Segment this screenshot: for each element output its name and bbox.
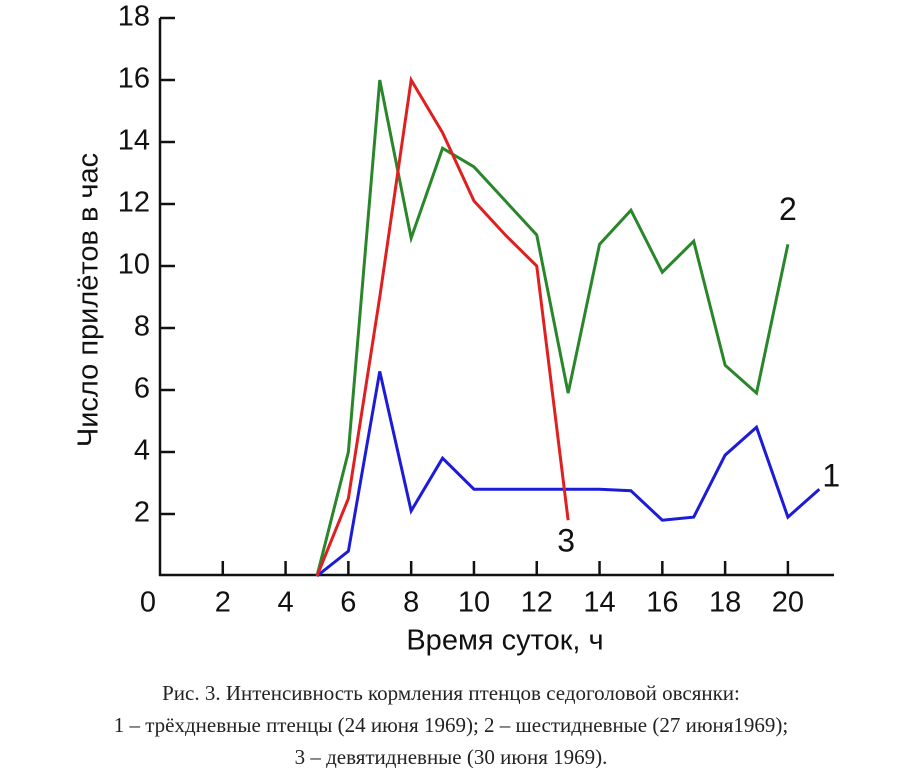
- series-line: [316, 371, 821, 578]
- caption: 3 – девятидневные (30 июня 1969).: [295, 745, 608, 768]
- series-line: [315, 79, 790, 577]
- caption: 1 – трёхдневные птенцы (24 июня 1969); 2…: [114, 713, 789, 737]
- y-tick-label: 6: [134, 373, 150, 405]
- y-tick-label: 14: [118, 125, 150, 157]
- x-tick-label: 0: [140, 587, 156, 619]
- x-tick-label: 16: [646, 587, 678, 619]
- y-tick-label: 4: [134, 435, 150, 467]
- y-tick-label: 12: [118, 187, 150, 219]
- y-tick-label: 8: [134, 311, 150, 343]
- y-axis-title: Число прилётов в час: [73, 153, 105, 447]
- x-tick-label: 18: [709, 587, 741, 619]
- series-label: 1: [822, 458, 840, 494]
- y-tick-label: 18: [118, 1, 150, 33]
- series-line: [315, 75, 570, 577]
- y-tick-label: 10: [118, 249, 150, 281]
- y-tick-label: 2: [134, 497, 150, 529]
- x-tick-label: 8: [403, 587, 419, 619]
- x-tick-label: 20: [772, 587, 804, 619]
- x-tick-label: 6: [340, 587, 356, 619]
- caption: Рис. 3. Интенсивность кормления птенцов …: [162, 681, 740, 705]
- x-tick-label: 4: [278, 587, 294, 619]
- series-label: 3: [557, 523, 575, 559]
- x-tick-label: 14: [583, 587, 615, 619]
- x-tick-label: 12: [521, 587, 553, 619]
- series-label: 2: [779, 191, 797, 227]
- y-tick-label: 16: [118, 63, 150, 95]
- x-tick-label: 10: [458, 587, 490, 619]
- x-tick-label: 2: [215, 587, 231, 619]
- x-axis-title: Время суток, ч: [406, 625, 603, 657]
